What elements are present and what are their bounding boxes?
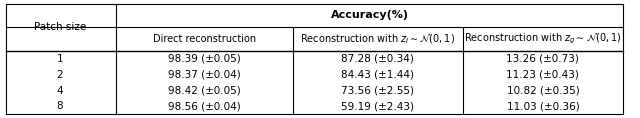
Text: 98.39 (±0.05): 98.39 (±0.05) <box>168 54 241 64</box>
Text: Direct reconstruction: Direct reconstruction <box>153 34 256 44</box>
Text: Reconstruction with $z_g \sim \mathcal{N}(0,1)$: Reconstruction with $z_g \sim \mathcal{N… <box>464 32 621 46</box>
Text: 98.37 (±0.04): 98.37 (±0.04) <box>168 70 241 80</box>
Text: 11.23 (±0.43): 11.23 (±0.43) <box>506 70 579 80</box>
Text: 1: 1 <box>56 54 63 64</box>
Text: 73.56 (±2.55): 73.56 (±2.55) <box>341 86 414 96</box>
Text: 8: 8 <box>56 101 63 112</box>
Text: 59.19 (±2.43): 59.19 (±2.43) <box>341 101 414 112</box>
Text: 10.82 (±0.35): 10.82 (±0.35) <box>506 86 579 96</box>
Text: 98.56 (±0.04): 98.56 (±0.04) <box>168 101 241 112</box>
Text: Patch size: Patch size <box>34 22 86 32</box>
Text: 4: 4 <box>56 86 63 96</box>
Text: 87.28 (±0.34): 87.28 (±0.34) <box>341 54 414 64</box>
Text: 13.26 (±0.73): 13.26 (±0.73) <box>506 54 579 64</box>
Text: 11.03 (±0.36): 11.03 (±0.36) <box>506 101 579 112</box>
Text: 98.42 (±0.05): 98.42 (±0.05) <box>168 86 241 96</box>
Text: Reconstruction with $z_l \sim \mathcal{N}(0,1)$: Reconstruction with $z_l \sim \mathcal{N… <box>300 32 455 46</box>
Text: 84.43 (±1.44): 84.43 (±1.44) <box>341 70 414 80</box>
Text: Accuracy(%): Accuracy(%) <box>331 10 409 20</box>
Text: 2: 2 <box>56 70 63 80</box>
